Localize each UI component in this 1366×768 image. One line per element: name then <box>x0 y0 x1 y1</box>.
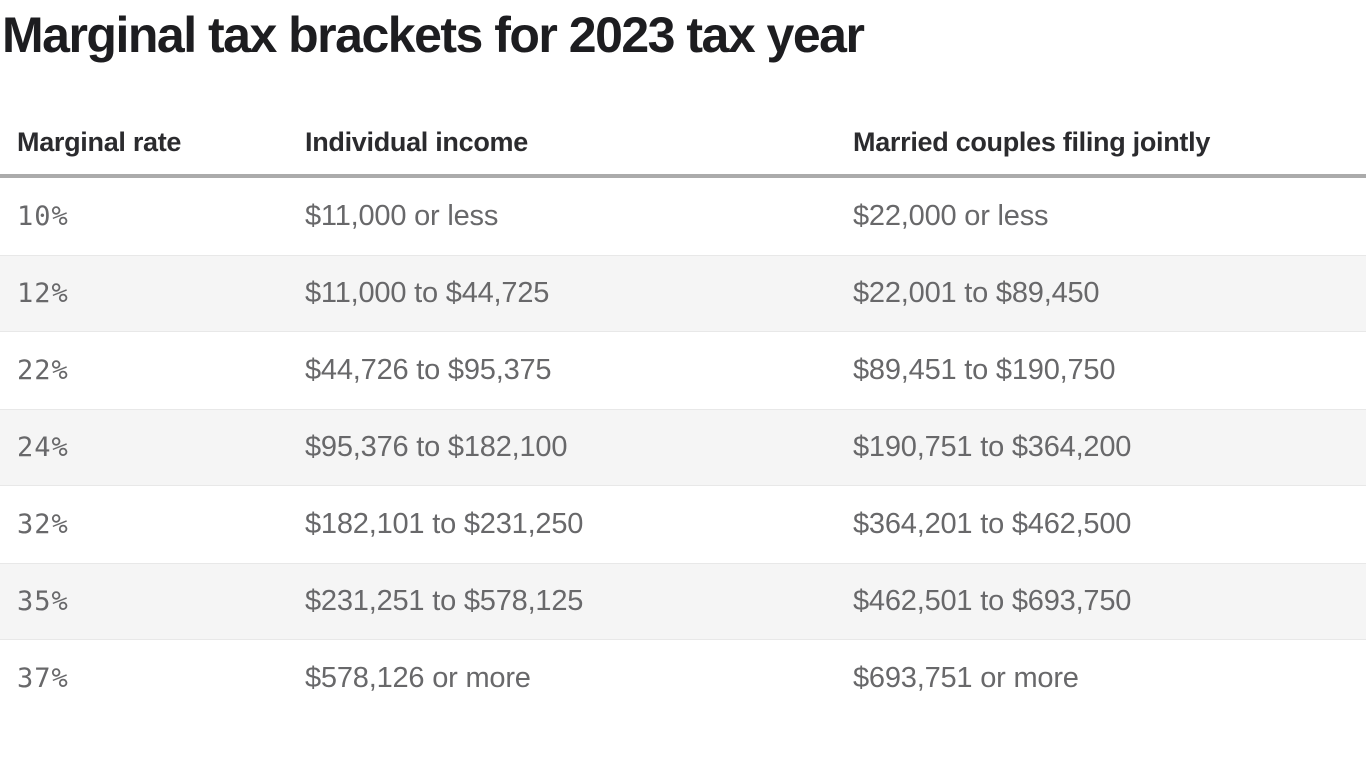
individual-income-cell: $44,726 to $95,375 <box>305 354 552 386</box>
married-income-cell: $462,501 to $693,750 <box>853 585 1132 617</box>
married-income-cell: $22,000 or less <box>853 200 1049 232</box>
married-income-cell: $364,201 to $462,500 <box>853 508 1132 540</box>
rate-cell: 37% <box>17 663 69 694</box>
rate-cell: 32% <box>17 509 69 540</box>
individual-income-cell: $182,101 to $231,250 <box>305 508 584 540</box>
rate-cell: 12% <box>17 278 69 309</box>
page-title: Marginal tax brackets for 2023 tax year <box>2 7 865 63</box>
married-income-cell: $22,001 to $89,450 <box>853 277 1100 309</box>
table-row: 32% $182,101 to $231,250 $364,201 to $46… <box>0 486 1366 563</box>
tax-brackets-table: Marginal rate Individual income Married … <box>0 64 1366 717</box>
individual-income-cell: $95,376 to $182,100 <box>305 431 568 463</box>
column-header-individual-income: Individual income <box>305 127 528 157</box>
rate-cell: 35% <box>17 586 69 617</box>
column-header-marginal-rate: Marginal rate <box>17 127 182 157</box>
column-header-married-couples: Married couples filing jointly <box>853 127 1211 157</box>
table-header-row: Marginal rate Individual income Married … <box>0 64 1366 178</box>
table-row: 35% $231,251 to $578,125 $462,501 to $69… <box>0 563 1366 640</box>
table-row: 37% $578,126 or more $693,751 or more <box>0 640 1366 717</box>
table-row: 12% $11,000 to $44,725 $22,001 to $89,45… <box>0 255 1366 332</box>
individual-income-cell: $11,000 or less <box>305 200 499 232</box>
married-income-cell: $89,451 to $190,750 <box>853 354 1116 386</box>
rate-cell: 24% <box>17 432 69 463</box>
table-row: 22% $44,726 to $95,375 $89,451 to $190,7… <box>0 332 1366 409</box>
married-income-cell: $190,751 to $364,200 <box>853 431 1132 463</box>
rate-cell: 22% <box>17 355 69 386</box>
rate-cell: 10% <box>17 201 69 232</box>
individual-income-cell: $11,000 to $44,725 <box>305 277 550 309</box>
table-row: 24% $95,376 to $182,100 $190,751 to $364… <box>0 409 1366 486</box>
married-income-cell: $693,751 or more <box>853 662 1079 694</box>
table-row: 10% $11,000 or less $22,000 or less <box>0 178 1366 255</box>
individual-income-cell: $578,126 or more <box>305 662 531 694</box>
individual-income-cell: $231,251 to $578,125 <box>305 585 584 617</box>
